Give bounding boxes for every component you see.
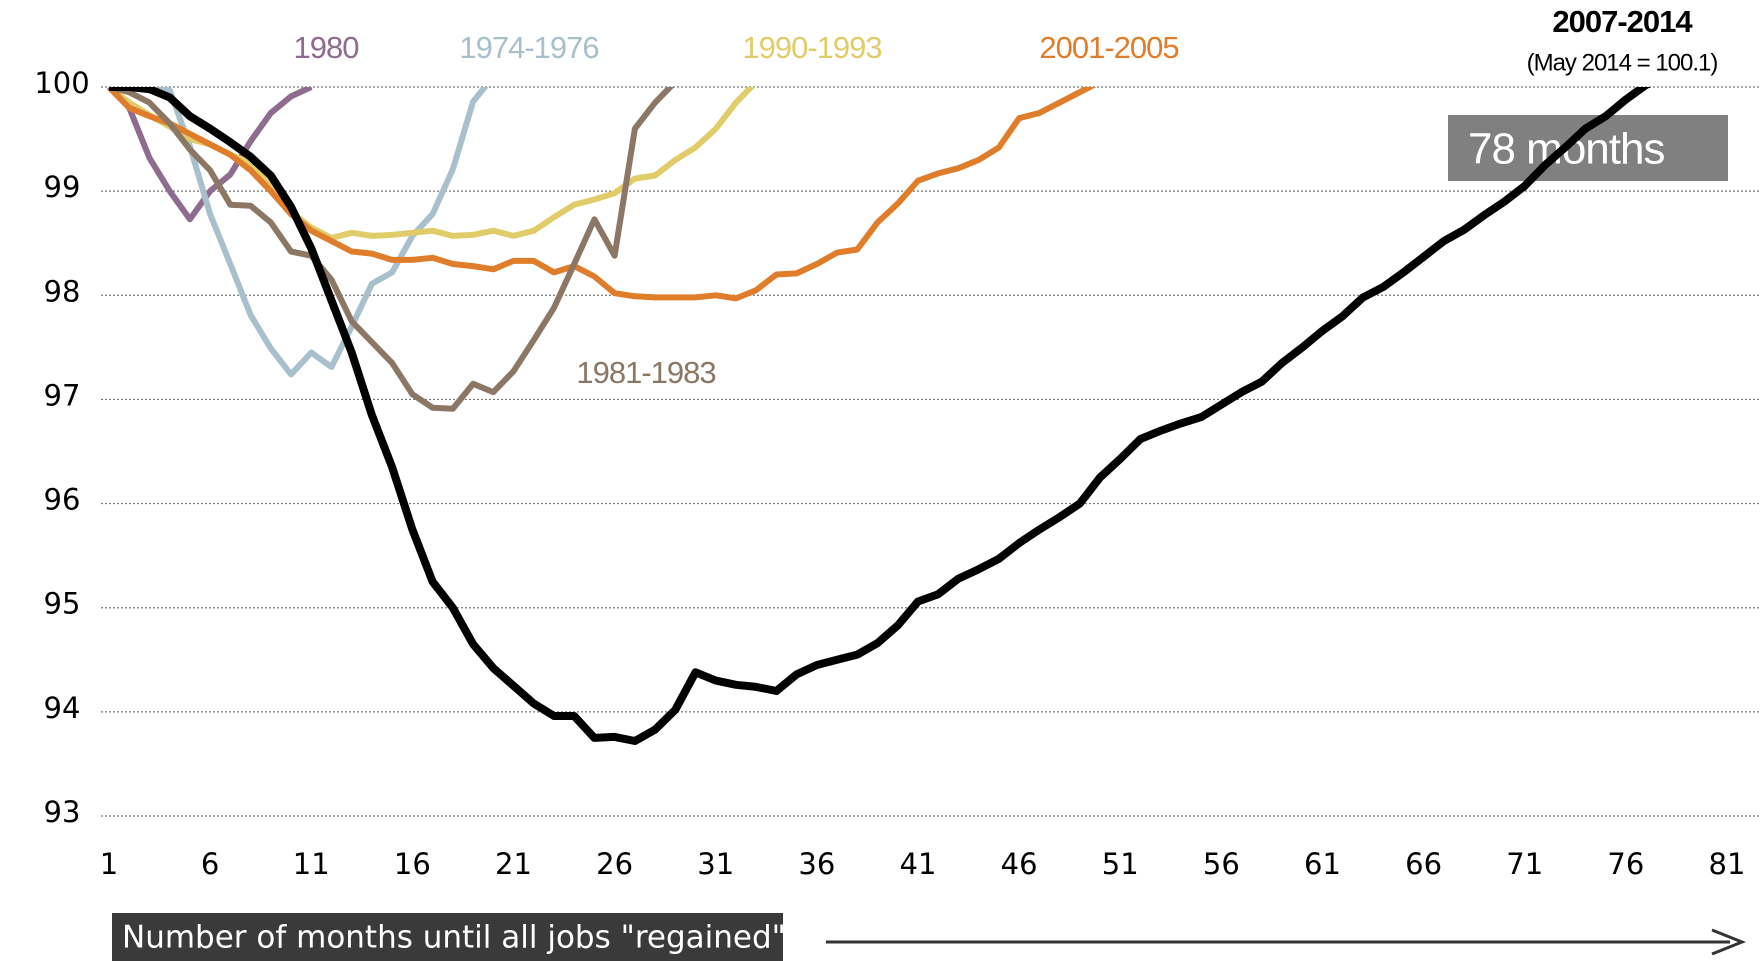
arrow-head xyxy=(1711,928,1747,956)
x-tick-label: 16 xyxy=(394,847,431,881)
x-label-box xyxy=(112,913,783,961)
annotation-note: (May 2014 = 100.1) xyxy=(1527,49,1718,76)
x-tick-label: 26 xyxy=(596,847,633,881)
series-line xyxy=(109,87,1652,745)
y-tick-label: 100 xyxy=(34,66,89,100)
x-tick-label: 11 xyxy=(293,847,330,881)
legend-label: 2001-2005 xyxy=(1039,30,1178,65)
x-tick-label: 61 xyxy=(1304,847,1341,881)
x-tick-label: 46 xyxy=(1001,847,1038,881)
x-axis-label: Number of months until all jobs "regaine… xyxy=(122,920,786,956)
series-line xyxy=(106,87,313,223)
x-tick-label: 41 xyxy=(900,847,937,881)
y-tick-label: 99 xyxy=(44,170,81,204)
x-tick-label: 1 xyxy=(100,847,118,881)
x-tick-label: 36 xyxy=(798,847,835,881)
x-tick-label: 56 xyxy=(1203,847,1240,881)
legend-label: 1974-1976 xyxy=(459,30,598,65)
y-tick-label: 93 xyxy=(44,795,81,829)
y-tick-label: 95 xyxy=(44,587,81,621)
legend-label: 2007-2014 xyxy=(1552,4,1693,39)
x-tick-label: 31 xyxy=(697,847,734,881)
y-tick-label: 94 xyxy=(44,691,81,725)
series-line xyxy=(108,87,675,412)
x-tick-label: 66 xyxy=(1405,847,1442,881)
x-tick-label: 81 xyxy=(1709,847,1746,881)
y-tick-label: 96 xyxy=(44,483,81,517)
x-tick-label: 51 xyxy=(1102,847,1139,881)
legend-label: 1990-1993 xyxy=(742,30,881,65)
y-tick-label: 97 xyxy=(44,378,81,412)
legend-label: 1980 xyxy=(294,30,360,65)
y-tick-label: 98 xyxy=(44,274,81,308)
series-line xyxy=(106,87,1097,302)
x-tick-label: 6 xyxy=(201,847,219,881)
x-tick-label: 76 xyxy=(1607,847,1644,881)
x-tick-label: 21 xyxy=(495,847,532,881)
x-tick-label: 71 xyxy=(1506,847,1543,881)
legend-label: 1981-1983 xyxy=(576,355,715,390)
